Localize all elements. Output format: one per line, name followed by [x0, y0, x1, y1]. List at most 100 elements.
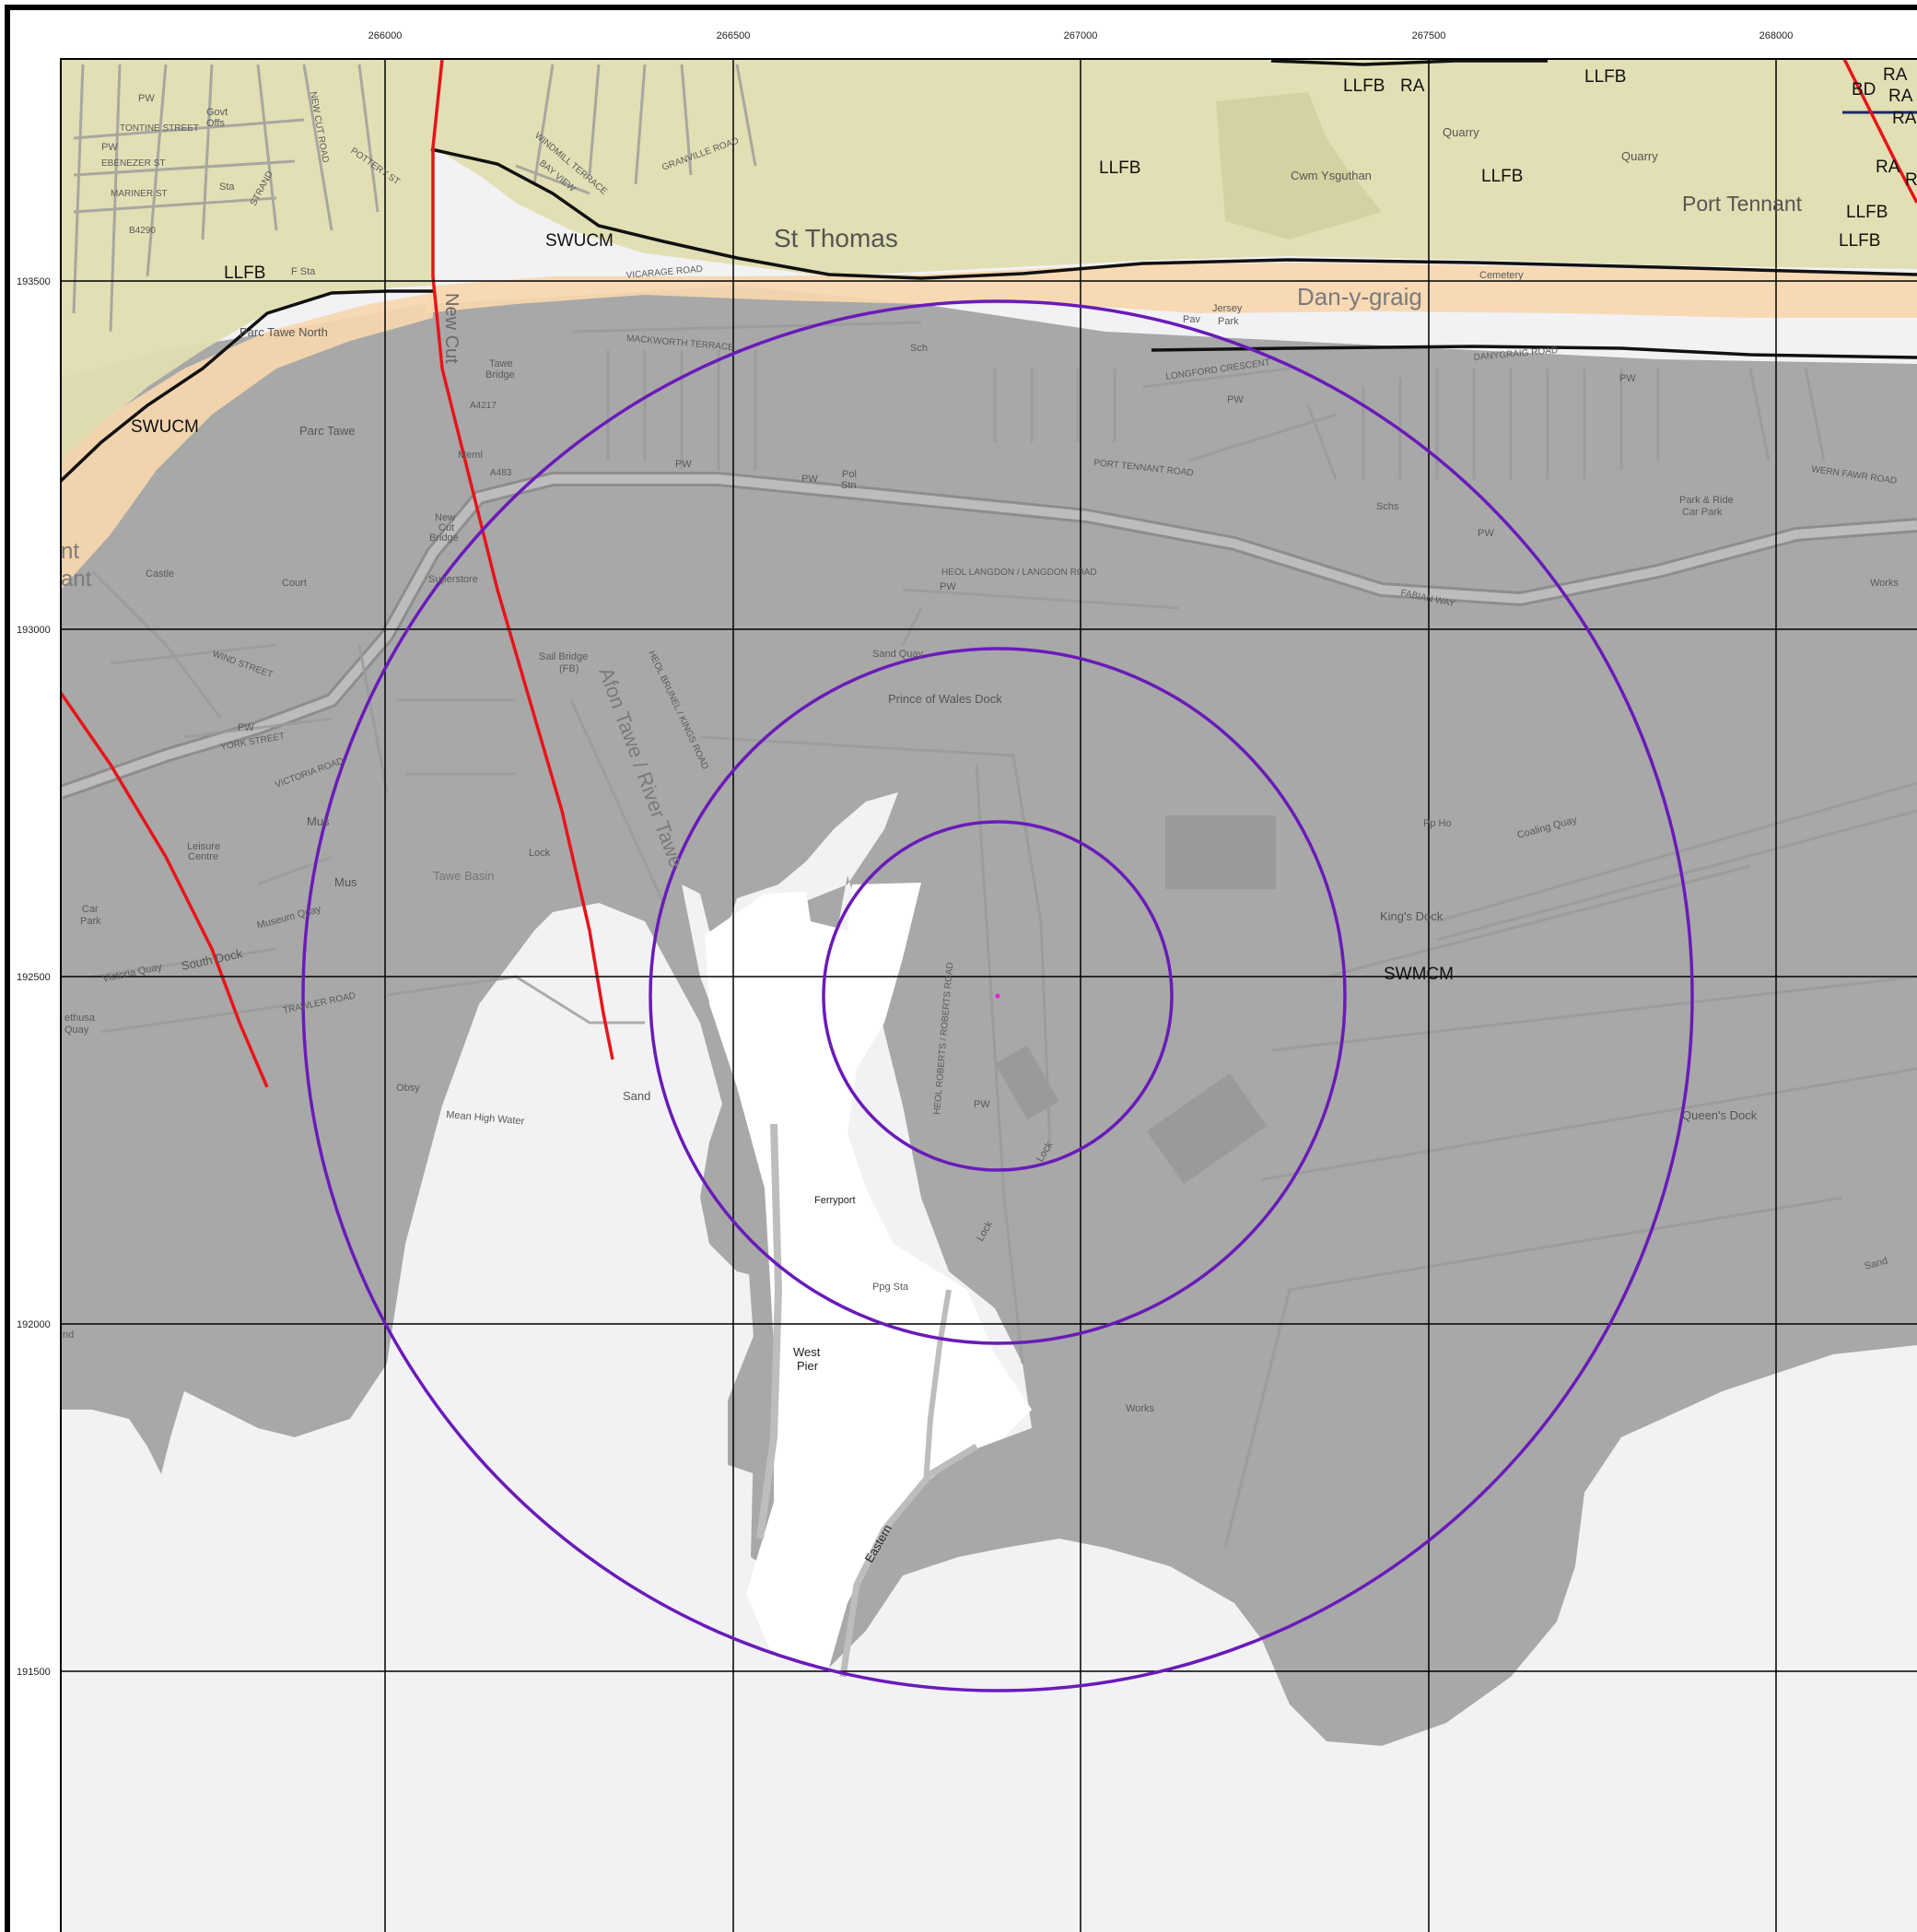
street-label: EBENEZER ST [101, 158, 165, 169]
place-label: F Sta [291, 266, 316, 277]
fault-line-3 [1842, 59, 1917, 204]
place-label: Sail Bridge [539, 651, 588, 662]
buffer-ring-1000m [301, 299, 1694, 1692]
site-centre-marker [995, 993, 1000, 999]
geology-code: RA [1892, 109, 1917, 128]
place-label: Quarry [1621, 149, 1658, 163]
place-label: Quarry [1443, 125, 1479, 139]
place-label: Works [1126, 1403, 1154, 1414]
street-lines-west [72, 64, 757, 1034]
place-label: New [435, 512, 455, 523]
place-label: nd [63, 1329, 74, 1341]
easting-label: 267000 [1064, 30, 1098, 41]
geology-code: SWUCM [545, 231, 614, 251]
place-label: (FB) [559, 663, 579, 674]
place-label: Superstore [428, 574, 478, 585]
northing-label: 191500 [17, 1667, 51, 1678]
place-label: Tawe [489, 358, 513, 369]
place-label: Sand [623, 1089, 650, 1103]
map-area [61, 59, 1917, 1932]
place-label: Meml [458, 450, 483, 461]
place-label: Dan-y-graig [1297, 283, 1422, 310]
place-label: Parc Tawe [299, 424, 355, 438]
geology-code: LLFB [1846, 203, 1888, 222]
geology-code: RA [1888, 87, 1913, 106]
place-label: Park & Ride [1679, 495, 1734, 506]
geology-code: LLFB [1099, 158, 1140, 178]
geological-boundary-1 [61, 289, 435, 483]
street-label: A4217 [470, 401, 497, 411]
street-label: A483 [490, 468, 512, 478]
buffer-ring-500m [649, 647, 1347, 1345]
place-label: Parc Tawe North [240, 325, 328, 339]
tidal-flat-deposit [61, 286, 1917, 1746]
easting-label: 267500 [1412, 30, 1446, 41]
easting-label: 266500 [717, 30, 751, 41]
place-label: Obsy [396, 1083, 420, 1094]
street-lines-east [570, 321, 1917, 1549]
easting-label: 266000 [368, 30, 403, 41]
head-deposit-west [61, 293, 433, 590]
northing-label: 192000 [17, 1319, 51, 1330]
fabian-way-road-inner [61, 474, 1917, 797]
geology-code: LLFB [1481, 167, 1523, 186]
geology-code: BD [1852, 80, 1876, 100]
place-label: Mus [334, 875, 357, 889]
geological-boundary-2 [430, 147, 1917, 280]
place-label: Sch [910, 343, 928, 354]
grid-labels: 266000 266500 267000 267500 268000 19350… [17, 30, 1793, 1678]
place-label: Ferryport [814, 1195, 856, 1206]
dock-warehouse-3 [995, 1045, 1059, 1120]
place-label: Stn [841, 480, 857, 491]
street-label: TONTINE STREET [120, 123, 199, 134]
place-label: ant [61, 567, 92, 591]
place-label: ethusa [64, 1013, 96, 1024]
place-label: Jersey [1212, 303, 1243, 314]
place-label: Cemetery [1479, 270, 1524, 281]
place-label: Lock [529, 848, 551, 859]
geology-code: RA [1883, 65, 1908, 85]
place-label: Govt [206, 107, 228, 118]
place-label: St Thomas [774, 224, 898, 252]
place-label: West [793, 1345, 821, 1359]
geology-code: RA [1876, 158, 1900, 177]
place-label: PW [1478, 528, 1494, 539]
place-label: Cwm Ysguthan [1291, 169, 1372, 182]
geological-boundary-4 [1270, 59, 1548, 66]
place-label: Pier [797, 1359, 819, 1373]
grid-lines [60, 58, 1917, 1932]
buffer-rings [301, 299, 1694, 1692]
place-label: PW [101, 142, 118, 153]
place-label: Quay [64, 1025, 89, 1036]
quarry-area [1216, 92, 1382, 240]
map-border [60, 58, 1917, 1932]
place-label: PW [974, 1099, 990, 1110]
place-label: PW [138, 93, 155, 104]
geology-code-labels: SWUCM SWUCM SWMCM LLFB LLFB LLFB LLFB LL… [131, 65, 1917, 984]
place-label: PW [940, 581, 956, 592]
geology-code: RA [1400, 76, 1425, 96]
place-label: Mus [307, 814, 330, 828]
fault-line-2 [61, 692, 269, 1088]
place-label: Pp Ho [1423, 818, 1452, 829]
geology-code: SWUCM [131, 417, 199, 437]
place-label: Centre [188, 851, 218, 862]
place-label: Car Park [1682, 507, 1723, 518]
place-label: PW [1619, 373, 1636, 384]
lock-channel [923, 1289, 952, 1484]
place-label: Cut [438, 522, 454, 533]
geology-code: SWMCM [1384, 965, 1454, 984]
eastern-pier [839, 1443, 978, 1678]
place-label: Sta [219, 181, 235, 193]
harbour-water [705, 883, 1032, 1668]
northing-label: 193500 [17, 276, 51, 287]
place-label: Prince of Wales Dock [888, 692, 1002, 706]
place-label: Bridge [485, 369, 515, 381]
place-label: New Cut [441, 293, 462, 364]
place-label: Leisure [187, 841, 220, 852]
northing-label: 192500 [17, 972, 51, 983]
northing-label: 193000 [17, 625, 51, 636]
place-label: Port Tennant [1682, 192, 1803, 216]
geology-code: LLFB [224, 263, 265, 283]
